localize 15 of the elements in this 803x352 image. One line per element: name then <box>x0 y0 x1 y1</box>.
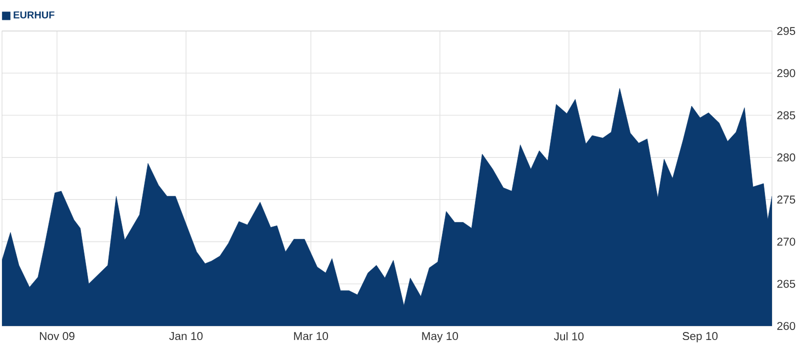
y-tick-label: 265 <box>777 280 796 288</box>
x-tick-label: Jul 10 <box>554 332 584 340</box>
x-tick-label: May 10 <box>422 332 458 342</box>
legend-label: EURHUF <box>14 11 54 18</box>
x-tick-label: Mar 10 <box>294 332 328 340</box>
y-tick-label: 285 <box>777 111 796 120</box>
x-tick-label: Nov 09 <box>40 332 74 340</box>
y-tick-label: 295 <box>777 26 796 35</box>
y-tick-label: 270 <box>777 238 796 246</box>
x-tick-label: Sep 10 <box>682 332 718 342</box>
y-tick-label: 290 <box>777 69 796 78</box>
y-tick-label: 275 <box>777 196 796 204</box>
y-tick-label: 280 <box>777 153 796 162</box>
x-tick-label: Jan 10 <box>169 332 203 340</box>
y-tick-label: 260 <box>777 322 796 330</box>
